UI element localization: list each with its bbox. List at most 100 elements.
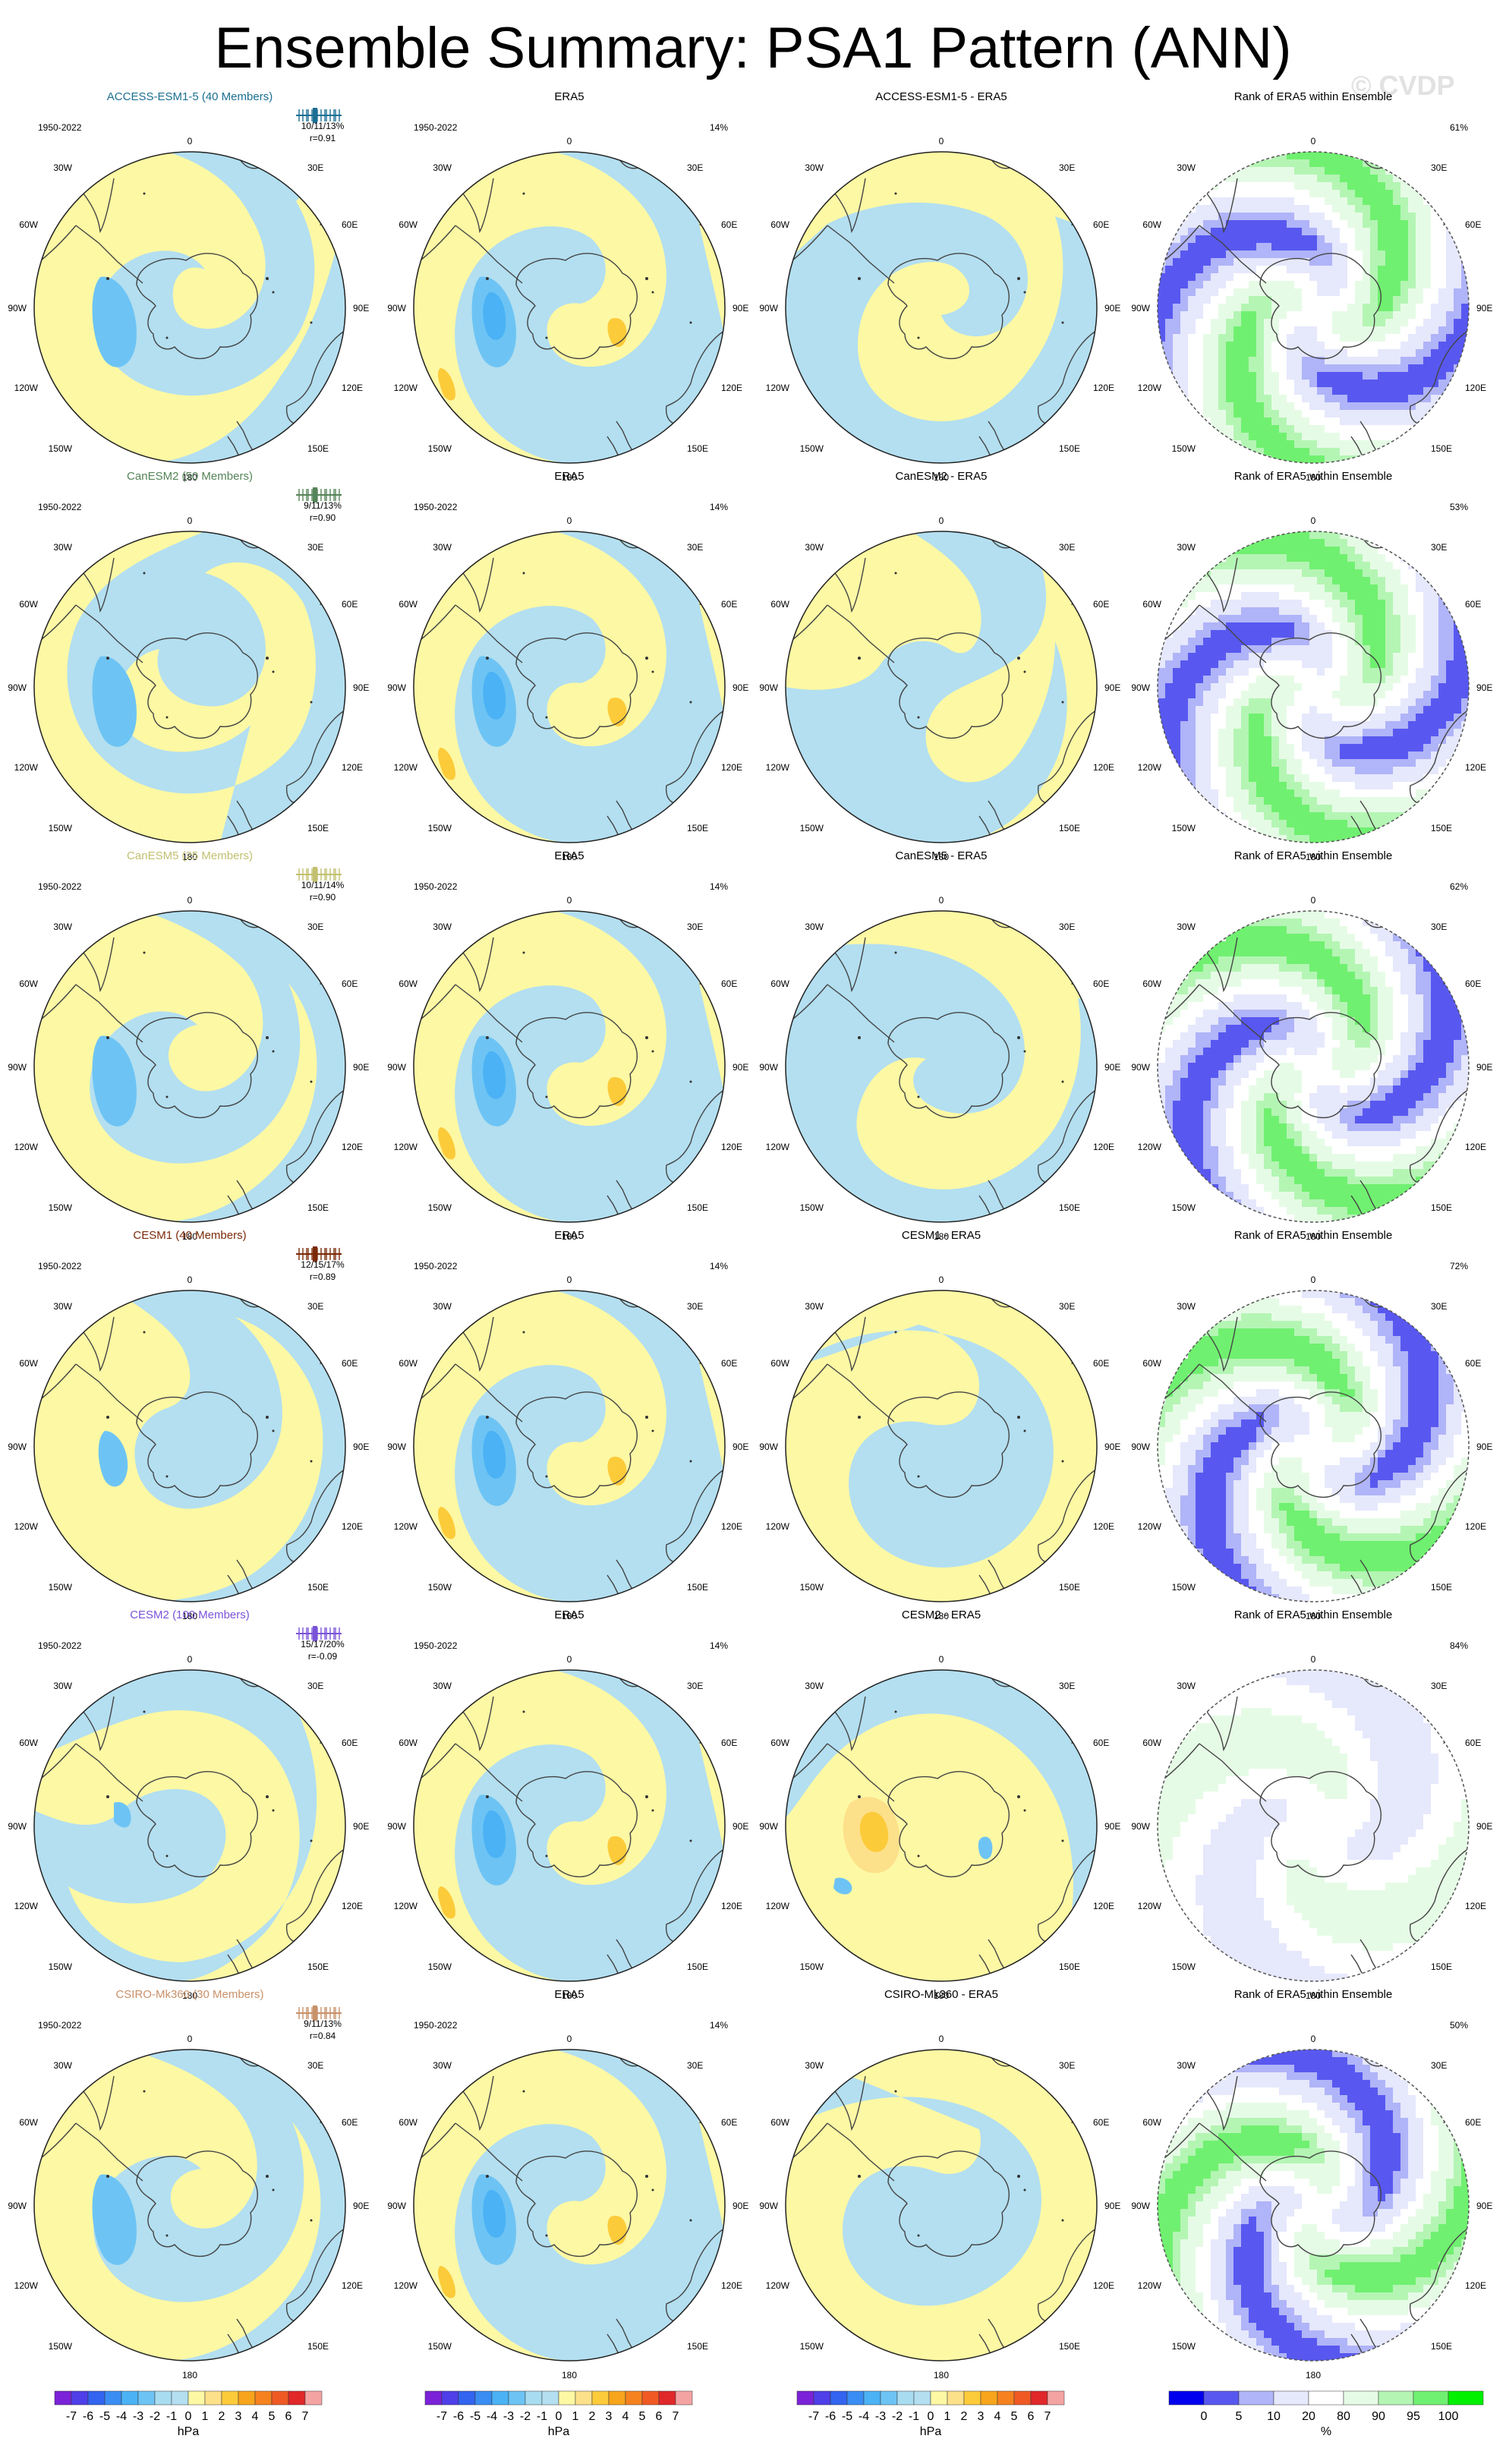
colorbar-swatch [541, 2390, 559, 2406]
colorbar-tick: 1 [572, 2410, 579, 2423]
colorbar-swatch [474, 2390, 493, 2406]
longitude-label: 150W [1172, 1202, 1196, 1213]
longitude-label: 60W [399, 219, 417, 230]
hpa-colorbar: -7 -6 -5 -4 -3 -2 -1 0 1 2 3 4 5 6 7 hPa [424, 2390, 693, 2438]
longitude-label: 30E [1431, 1301, 1447, 1312]
colorbar-tick: -4 [859, 2410, 869, 2423]
hpa-colorbar: -7 -6 -5 -4 -3 -2 -1 0 1 2 3 4 5 6 7 hPa [54, 2390, 323, 2438]
colorbar-tick: 0 [928, 2410, 934, 2423]
longitude-label: 30W [433, 162, 452, 173]
colorbar-swatch [508, 2390, 526, 2406]
longitude-label: 120E [342, 383, 363, 393]
difference-title: CanESM5 - ERA5 [896, 849, 988, 862]
colorbar-tick: -6 [453, 2410, 464, 2423]
longitude-label: 60E [1093, 599, 1109, 610]
longitude-label: 180 [182, 852, 197, 862]
colorbar-swatch [1168, 2390, 1205, 2406]
longitude-label: 150W [800, 1582, 824, 1593]
longitude-label: 150W [49, 1202, 73, 1213]
map-outline [413, 151, 726, 464]
longitude-label: 0 [939, 1275, 944, 1285]
longitude-label: 120W [766, 762, 790, 773]
longitude-label: 90E [353, 2201, 369, 2211]
colorbar-tick: 4 [994, 2410, 1001, 2423]
colorbar-tick: 6 [656, 2410, 663, 2423]
ensemble-median-mark [313, 487, 317, 503]
obs-variance-pct: 14% [710, 1261, 728, 1271]
longitude-label: 30E [1059, 2060, 1075, 2071]
colorbar-swatch [1308, 2390, 1344, 2406]
negative-difference-region [786, 2050, 1041, 2306]
colorbar-tick: -6 [825, 2410, 836, 2423]
ensemble-median-mark [313, 108, 317, 123]
longitude-label: 60W [770, 219, 789, 230]
longitude-label: 60W [770, 1738, 789, 1748]
ensemble-median-mark [313, 1626, 317, 1641]
map-outline [785, 910, 1098, 1223]
period-label: 1950-2022 [38, 122, 82, 133]
longitude-label: 30E [1059, 1681, 1075, 1691]
variance-stats: 12/15/17% [301, 1259, 345, 1270]
negative-difference-peak-east [978, 1836, 993, 1860]
pattern-correlation: r=-0.09 [308, 1651, 338, 1662]
colorbar-swatch [896, 2390, 915, 2406]
longitude-label: 60W [399, 1738, 417, 1748]
rank-percentage: 61% [1450, 122, 1468, 133]
colorbar-swatch [625, 2390, 643, 2406]
longitude-label: 60W [770, 1358, 789, 1369]
period-label: 1950-2022 [38, 2020, 82, 2031]
model-title: CESM2 (100 Members) [130, 1609, 250, 1621]
longitude-label: 60W [1142, 219, 1161, 230]
longitude-label: 120E [1465, 1901, 1486, 1911]
longitude-label: 90W [1131, 682, 1150, 693]
rank-title: Rank of ERA5 within Ensemble [1234, 90, 1392, 103]
longitude-label: 90W [8, 303, 27, 314]
map-outline [33, 910, 346, 1223]
obs-pattern-map: 0 30E 60E 90E 120E 150E 180 150W 120W 90W 60W 30W [387, 1275, 748, 1621]
longitude-label: 180 [934, 1231, 949, 1242]
longitude-label: 120W [1138, 383, 1162, 393]
colorbar-swatch [913, 2390, 931, 2406]
longitude-label: 150E [1431, 2341, 1452, 2352]
longitude-label: 0 [1311, 1275, 1316, 1285]
obs-variance-pct: 14% [710, 2020, 728, 2031]
colorbar-swatch [796, 2390, 814, 2406]
difference-map: 0 30E 60E 90E 120E 150E 180 150W 120W 90W 60W 30W [759, 1654, 1120, 2001]
colorbar-swatch [1203, 2390, 1240, 2406]
longitude-label: 120W [394, 762, 418, 773]
longitude-label: 180 [1306, 472, 1321, 483]
longitude-label: 90E [353, 682, 369, 693]
period-label: 1950-2022 [38, 502, 82, 512]
longitude-label: 120W [766, 1521, 790, 1532]
negative-difference-region [786, 531, 1067, 843]
longitude-label: 150W [49, 443, 73, 454]
obs-variance-pct: 14% [710, 122, 728, 133]
period-label: 1950-2022 [38, 1261, 82, 1271]
rank-title: Rank of ERA5 within Ensemble [1234, 1609, 1392, 1621]
longitude-label: 150W [49, 1961, 73, 1972]
positive-anomaly-peak-west [438, 1886, 455, 1919]
model-pattern-map: 0 30E 60E 90E 120E 150E 180 150W 120W 90W 60W 30W [8, 2034, 369, 2381]
longitude-label: 90E [733, 682, 748, 693]
colorbar-swatch [491, 2390, 509, 2406]
longitude-label: 90W [759, 1062, 778, 1073]
longitude-label: 120W [394, 1521, 418, 1532]
longitude-label: 0 [187, 1275, 193, 1285]
obs-pattern-map: 0 30E 60E 90E 120E 150E 180 150W 120W 90W 60W 30W [387, 515, 748, 862]
positive-difference-core [859, 1811, 889, 1852]
colorbar-tick: -1 [166, 2410, 177, 2423]
period-label: 1950-2022 [414, 881, 458, 892]
difference-map: 0 30E 60E 90E 120E 150E 180 150W 120W 90W 60W 30W [759, 515, 1120, 862]
longitude-label: 90W [759, 303, 778, 314]
longitude-label: 60E [342, 978, 358, 989]
longitude-label: 30E [687, 542, 703, 553]
colorbar-tick: 3 [235, 2410, 242, 2423]
rank-percentage: 53% [1450, 502, 1468, 512]
cvdp-watermark: © CVDP [1351, 70, 1455, 101]
colorbar-tick: -7 [808, 2410, 819, 2423]
longitude-label: 0 [567, 895, 572, 906]
model-pattern-map: 0 30E 60E 90E 120E 150E 180 150W 120W 90W 60W 30W [8, 136, 369, 483]
longitude-label: 0 [939, 136, 944, 147]
longitude-label: 90W [1131, 1442, 1150, 1452]
longitude-label: 120E [1465, 1521, 1486, 1532]
